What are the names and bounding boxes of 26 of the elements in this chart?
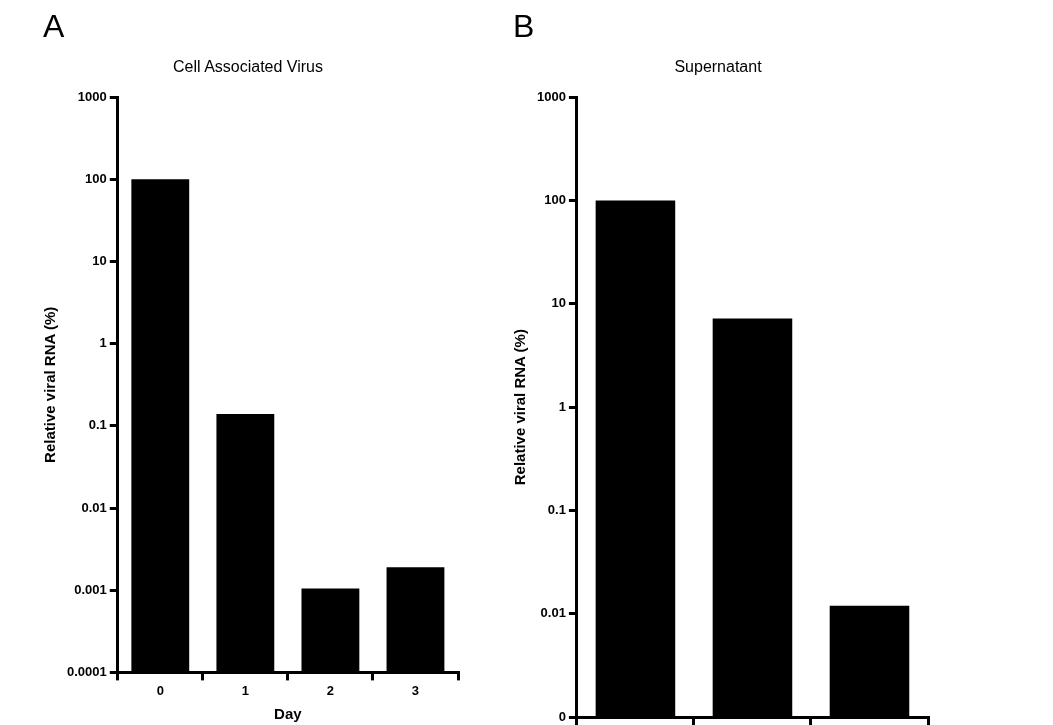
x-tick-label: 0 <box>156 682 164 698</box>
y-axis-title: Relative viral RNA (%) <box>41 306 59 463</box>
text: A <box>43 8 65 45</box>
x-tick-label: 1 <box>241 682 249 698</box>
y-tick-label: 0.001 <box>74 581 107 597</box>
y-tick-label: 100 <box>544 192 566 208</box>
y-tick-label: 1 <box>99 335 107 351</box>
y-tick-label: 10 <box>551 295 566 311</box>
x-tick-label: 3 <box>411 682 420 698</box>
text: B <box>513 8 535 45</box>
y-tick-label: 0.01 <box>540 605 566 621</box>
x-axis-title: Day <box>274 705 303 723</box>
x-tick-label: 2 <box>326 682 335 698</box>
y-tick-label: 0.1 <box>88 417 107 433</box>
y-tick-label: 0.1 <box>547 502 566 518</box>
y-tick-label: 1 <box>558 398 566 414</box>
y-tick-label: 0.01 <box>81 499 107 515</box>
y-tick-label: 1000 <box>77 88 107 104</box>
y-tick-label: 100 <box>85 170 107 186</box>
y-axis-title: Relative viral RNA (%) <box>511 329 529 486</box>
chart-title: Supernatant <box>674 58 763 76</box>
y-tick-label: 0.0001 <box>67 663 107 679</box>
chart-title: Cell Associated Virus <box>173 58 323 76</box>
y-tick-label: 10 <box>92 253 107 269</box>
y-tick-label: 1000 <box>537 88 566 104</box>
y-tick-label: 0 <box>558 708 566 724</box>
